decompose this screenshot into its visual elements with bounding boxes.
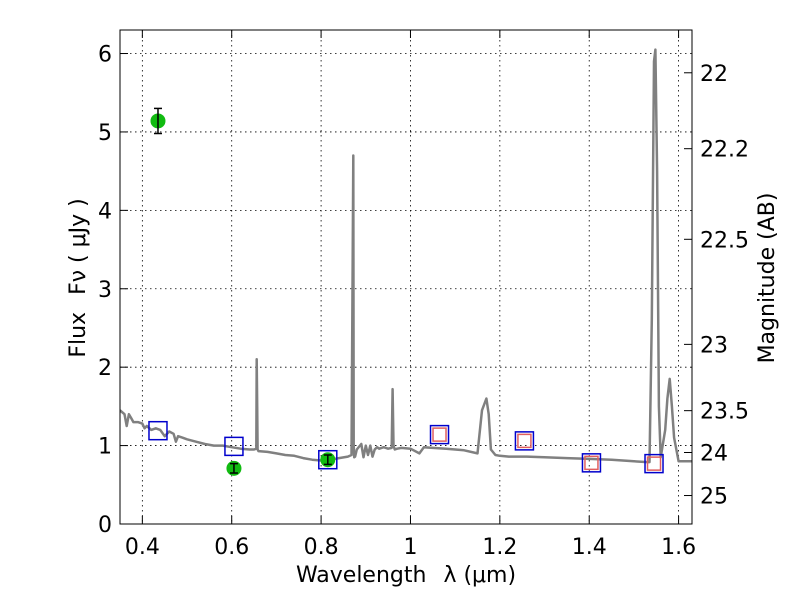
model-band-marker <box>644 453 664 474</box>
model-band-markers <box>148 420 664 474</box>
photometry-points <box>150 107 336 476</box>
plot-frame <box>119 29 693 525</box>
y-tick-label: 0 <box>98 513 112 538</box>
right-tick-label: 23.5 <box>700 400 749 425</box>
y-axis-right: 22 22.2 22.5 23 23.5 24 25 <box>684 62 749 510</box>
model-band-marker <box>148 420 168 441</box>
x-axis-label-symbol: λ (μm) <box>443 563 516 588</box>
right-tick-label: 25 <box>700 485 728 510</box>
y-axis-label-right: Magnitude (AB) <box>755 193 780 364</box>
model-band-inner-marker <box>432 427 447 442</box>
model-spectrum-line <box>120 48 692 464</box>
y-axis-label-prefix: Flux <box>66 312 91 358</box>
y-axis-label-left: Flux Fν ( μJy ) <box>66 198 91 357</box>
y-tick-label: 3 <box>98 278 112 303</box>
model-band-marker <box>581 453 602 473</box>
x-tick-label: 1.4 <box>572 535 607 560</box>
x-tick-label: 1.6 <box>661 535 696 560</box>
y-tick-label: 6 <box>98 43 112 68</box>
x-axis-label: Wavelength λ (μm) <box>296 563 516 588</box>
x-tick-label: 0.6 <box>214 535 249 560</box>
right-tick-label: 22 <box>700 62 728 87</box>
model-band-inner-marker <box>517 433 532 449</box>
x-axis: 0.4 0.6 0.8 1 1.2 1.4 1.6 <box>125 30 696 560</box>
right-tick-label: 24 <box>700 441 728 466</box>
x-tick-label: 1 <box>403 535 417 560</box>
x-tick-label: 0.8 <box>304 535 339 560</box>
right-tick-label: 22.5 <box>700 228 749 253</box>
x-axis-label-prefix: Wavelength <box>296 563 427 588</box>
model-band-marker <box>224 436 244 457</box>
right-tick-label: 23 <box>700 333 728 358</box>
right-tick-label: 22.2 <box>700 138 749 163</box>
model-band-inner-marker <box>584 455 599 471</box>
y-tick-label: 1 <box>98 435 112 460</box>
model-band-inner-marker <box>646 456 662 471</box>
y-tick-label: 5 <box>98 121 112 146</box>
model-band-marker <box>514 431 535 451</box>
x-tick-label: 1.2 <box>482 535 517 560</box>
model-band-marker <box>318 449 338 470</box>
y-tick-label: 4 <box>98 199 112 224</box>
y-axis-left: 0 1 2 3 4 5 6 <box>98 43 128 538</box>
x-tick-label: 0.4 <box>125 535 160 560</box>
grid <box>120 30 692 525</box>
y-axis-label-symbol: Fν ( μJy ) <box>66 198 91 295</box>
model-band-marker <box>429 424 450 445</box>
y-tick-label: 2 <box>98 356 112 381</box>
